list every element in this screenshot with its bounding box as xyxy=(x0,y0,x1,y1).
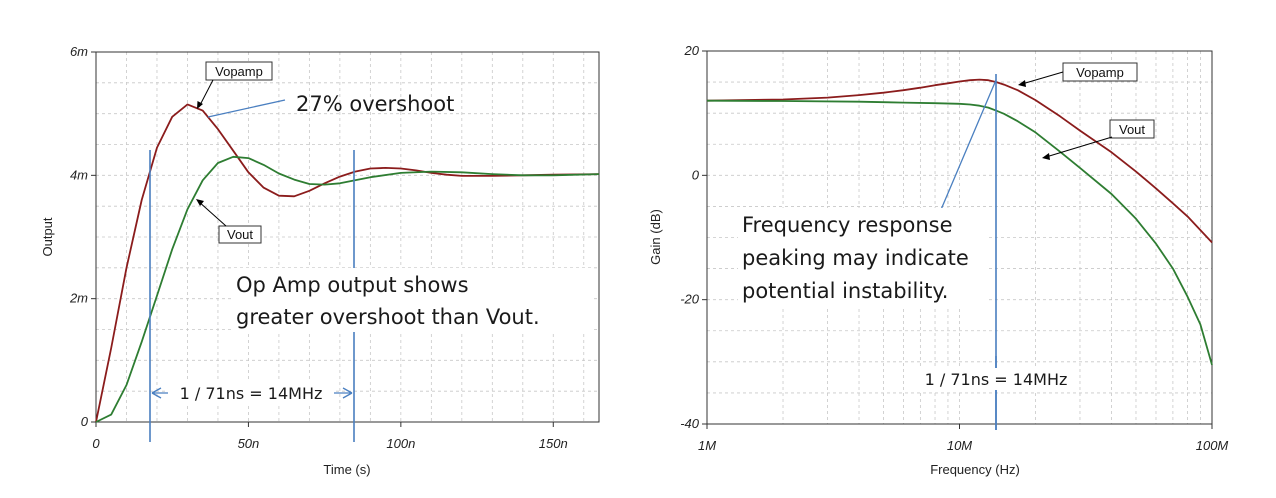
vopamp-freq-tag-arrow xyxy=(1021,71,1064,85)
peaking-note-line2: peaking may indicate xyxy=(742,246,969,270)
time-y-tick-label: 0 xyxy=(81,414,89,429)
frequency-response-chart: 1M 10M 100M -40 -20 0 20 Frequency (Hz) Gain (… xyxy=(648,43,1228,477)
time-chart-plot-frame xyxy=(95,51,600,423)
peaking-pointer xyxy=(939,79,997,213)
freq-x-tick-label: 1M xyxy=(698,438,716,453)
vopamp-tag: Vopamp xyxy=(215,64,263,79)
freq-series-vopamp xyxy=(706,78,1213,244)
period-arrow-left xyxy=(151,387,162,399)
vopamp-tag-arrow xyxy=(198,79,214,108)
time-y-tick-label: 2m xyxy=(69,291,88,306)
vout-freq-tag-arrow xyxy=(1045,136,1113,158)
vout-tag-arrow xyxy=(197,200,227,227)
freq-series-vout xyxy=(706,99,1213,366)
peaking-note-line1: Frequency response xyxy=(742,213,953,237)
time-chart-ticks: 0 50n 100n 150n 0 2m 4m 6m xyxy=(69,44,568,451)
time-response-chart: 0 50n 100n 150n 0 2m 4m 6m Time (s) Output 1 / … xyxy=(40,44,600,477)
freq-chart-x-axis-label: Frequency (Hz) xyxy=(930,462,1020,477)
freq-label-bg-top xyxy=(913,368,1079,390)
overshoot-note-line2: greater overshoot than Vout. xyxy=(236,305,540,329)
time-chart-series xyxy=(95,103,600,423)
vopamp-tag-box xyxy=(205,61,273,81)
overshoot-note-line1: Op Amp output shows xyxy=(236,273,469,297)
freq-chart-ticks: 1M 10M 100M -40 -20 0 20 xyxy=(680,43,1228,453)
freq-x-tick-label: 100M xyxy=(1196,438,1229,453)
vout-freq-tag: Vout xyxy=(1119,122,1145,137)
vout-tag: Vout xyxy=(227,227,253,242)
time-series-vout xyxy=(95,155,600,423)
vopamp-tag-arrowhead xyxy=(197,101,203,109)
time-chart-x-axis-label: Time (s) xyxy=(323,462,370,477)
freq-y-tick-label: 0 xyxy=(692,167,700,182)
freq-y-tick-label: 20 xyxy=(684,43,700,58)
freq-chart-y-axis-label: Gain (dB) xyxy=(648,209,663,265)
freq-x-tick-label: 10M xyxy=(947,438,972,453)
vout-tag-box xyxy=(218,225,262,244)
time-x-tick-label: 50n xyxy=(238,436,260,451)
time-x-tick-label: 150n xyxy=(539,436,568,451)
freq-y-tick-label: -40 xyxy=(680,416,700,431)
time-x-tick-label: 100n xyxy=(386,436,415,451)
time-chart-y-axis-label: Output xyxy=(40,217,55,256)
vout-freq-tag-arrowhead xyxy=(1042,153,1050,160)
vopamp-freq-tag: Vopamp xyxy=(1076,65,1124,80)
overshoot-note-bg xyxy=(232,268,592,332)
time-y-tick-label: 6m xyxy=(70,44,88,59)
vout-tag-arrowhead xyxy=(196,199,204,206)
vout-freq-tag-box xyxy=(1109,119,1155,139)
time-x-tick-label: 0 xyxy=(92,436,100,451)
time-series-vopamp xyxy=(95,103,600,423)
overshoot-pointer xyxy=(207,99,286,118)
freq-label: 1 / 71ns = 14MHz xyxy=(925,370,1068,389)
time-chart-grid xyxy=(96,52,599,422)
time-y-tick-label: 4m xyxy=(70,167,88,182)
period-label-bg xyxy=(168,382,334,404)
freq-chart-series xyxy=(706,78,1213,366)
period-arrow-right xyxy=(342,387,353,399)
period-label: 1 / 71ns = 14MHz xyxy=(180,384,323,403)
overshoot-annotation: 27% overshoot xyxy=(296,92,454,116)
peaking-note-line3: potential instability. xyxy=(742,279,948,303)
peaking-note-bg xyxy=(738,208,988,308)
freq-y-tick-label: -20 xyxy=(680,292,700,307)
vopamp-freq-tag-arrowhead xyxy=(1018,80,1026,87)
